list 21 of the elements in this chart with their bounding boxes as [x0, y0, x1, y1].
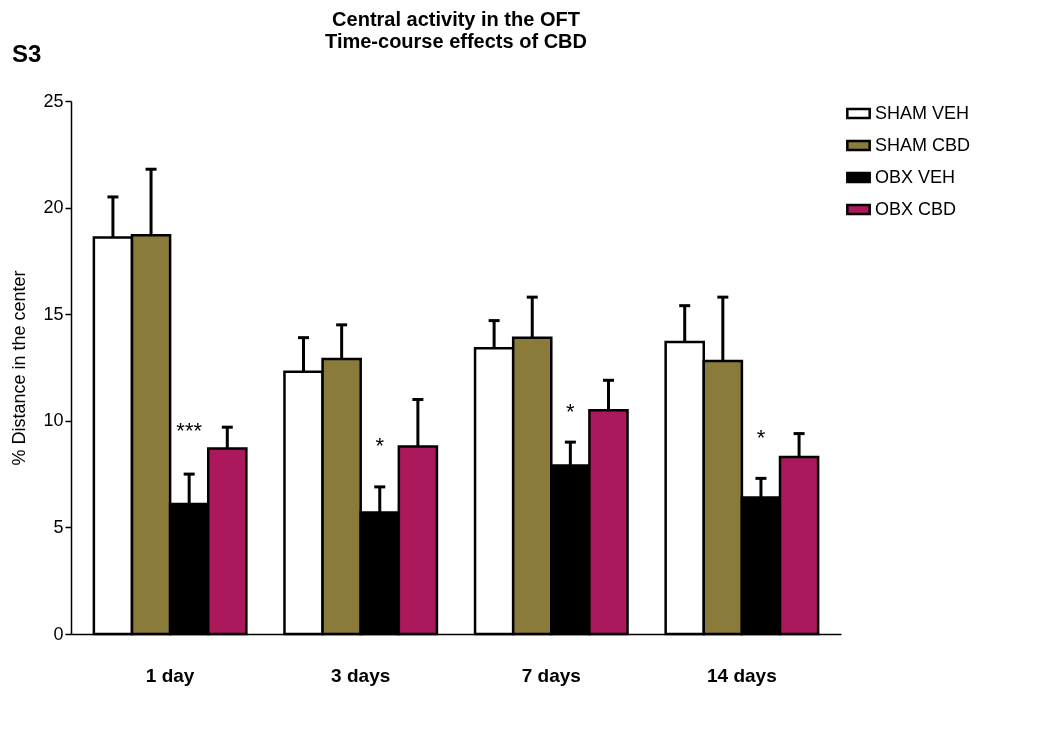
annotation: *: [756, 424, 766, 450]
annotation: ***: [176, 418, 203, 444]
legend-label: OBX VEH: [875, 166, 956, 187]
annotation: *: [375, 433, 385, 459]
x-tick-label: 1 day: [145, 664, 195, 686]
legend-label: SHAM CBD: [875, 134, 971, 155]
annotation: *: [566, 399, 576, 425]
y-tick-label: 5: [53, 516, 64, 537]
y-axis-title: % Distance in the center: [9, 270, 30, 466]
y-tick-label: 15: [43, 303, 64, 324]
x-tick-label: 7 days: [521, 664, 581, 686]
y-tick-label: 25: [43, 90, 64, 111]
x-tick-label: 14 days: [707, 664, 777, 686]
y-tick-label: 20: [43, 197, 64, 218]
legend-label: SHAM VEH: [875, 102, 970, 123]
x-tick-label: 3 days: [331, 664, 391, 686]
text: S3: [12, 40, 42, 68]
y-tick-label: 0: [53, 623, 64, 644]
chart-title: Central activity in the OFT Time-course effects of CBD: [325, 8, 587, 52]
y-tick-label: 10: [43, 410, 64, 431]
legend-label: OBX CBD: [875, 198, 957, 219]
